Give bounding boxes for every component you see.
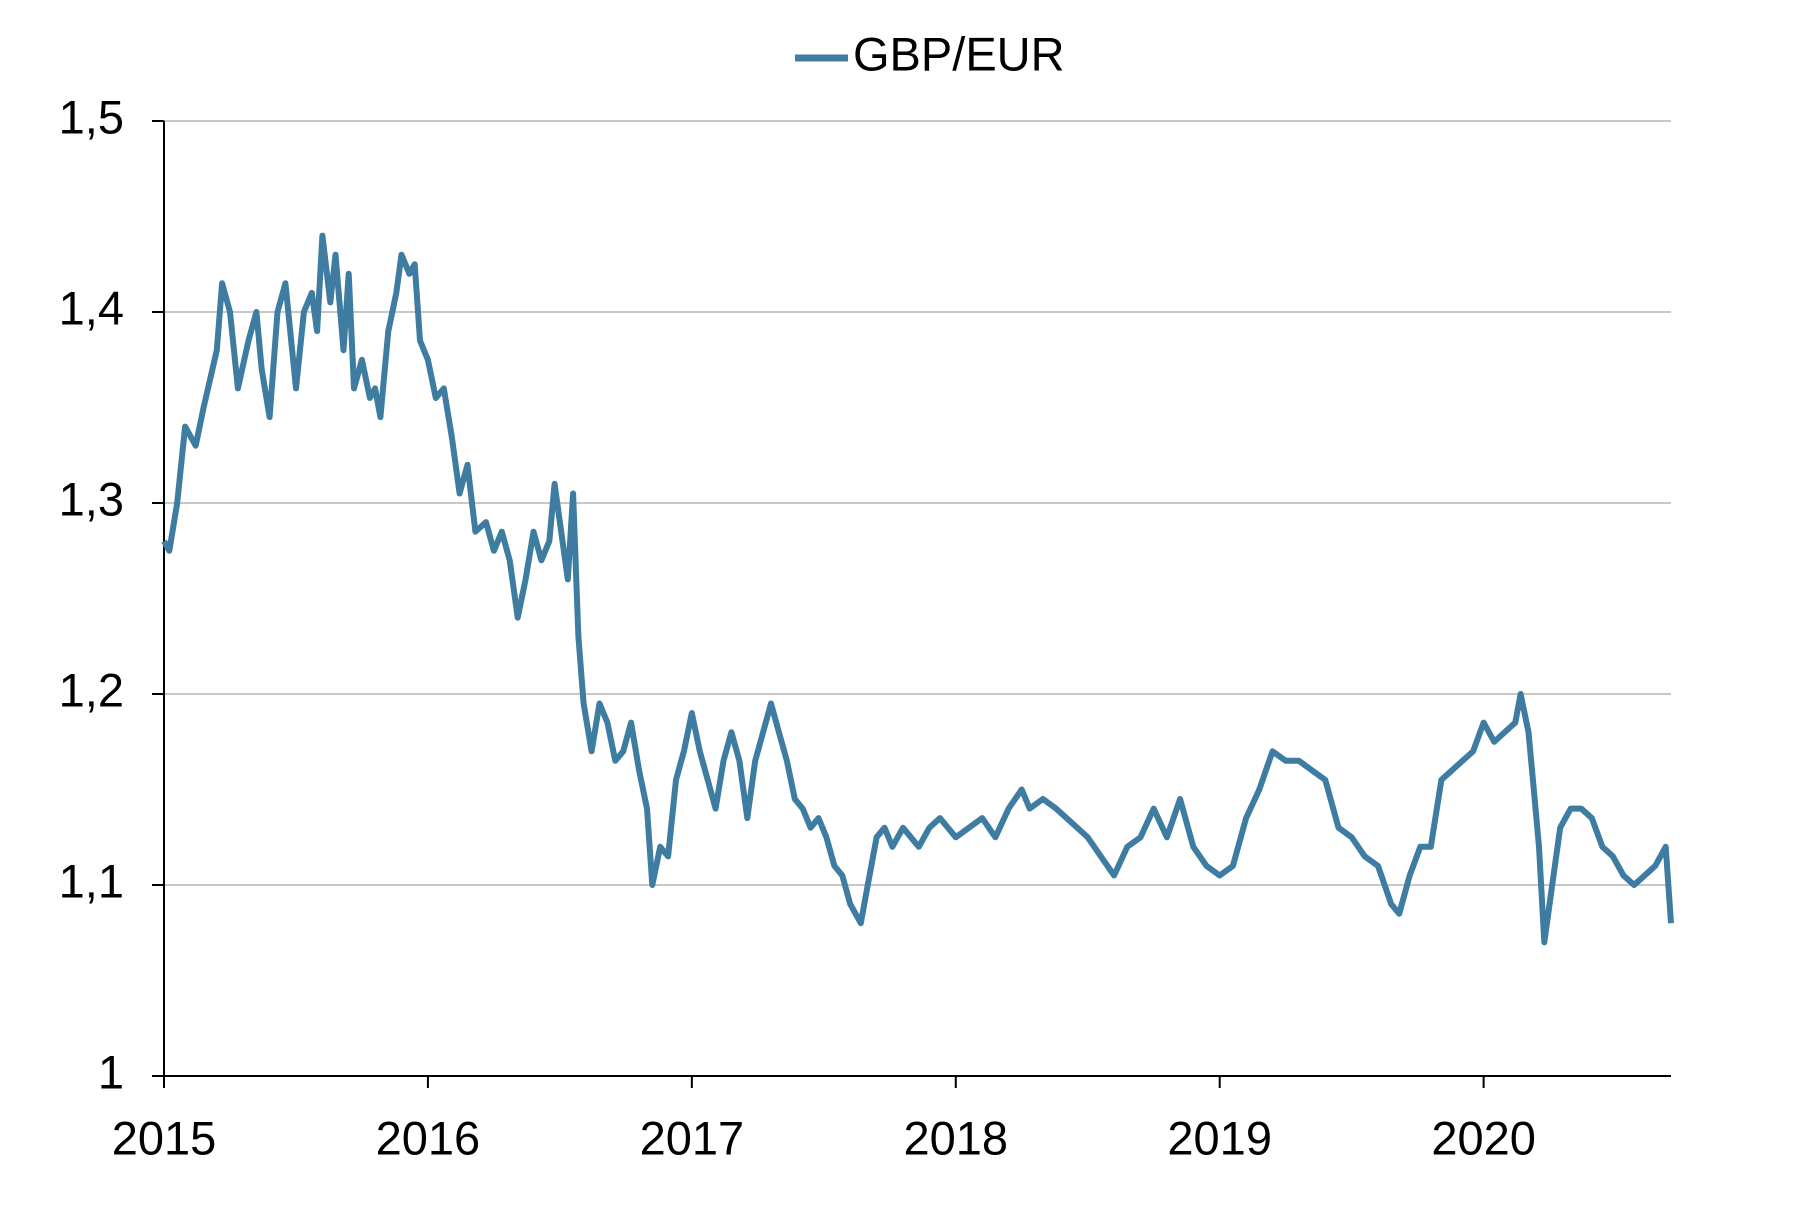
x-tick-label: 2019: [1167, 1111, 1272, 1164]
x-tick-label: 2017: [640, 1111, 745, 1164]
data-line: [161, 232, 1674, 946]
y-tick-label: 1,4: [59, 281, 124, 334]
y-tick-label: 1,5: [59, 90, 124, 143]
x-tick-label: 2016: [376, 1111, 481, 1164]
y-tick-label: 1,1: [59, 854, 124, 907]
x-tick-label: 2015: [112, 1111, 217, 1164]
x-tick-label: 2020: [1431, 1111, 1536, 1164]
legend-label: GBP/EUR: [853, 27, 1065, 80]
y-tick-label: 1: [98, 1045, 124, 1098]
x-tick-label: 2018: [903, 1111, 1008, 1164]
y-tick-label: 1,2: [59, 663, 124, 716]
y-tick-label: 1,3: [59, 472, 124, 525]
